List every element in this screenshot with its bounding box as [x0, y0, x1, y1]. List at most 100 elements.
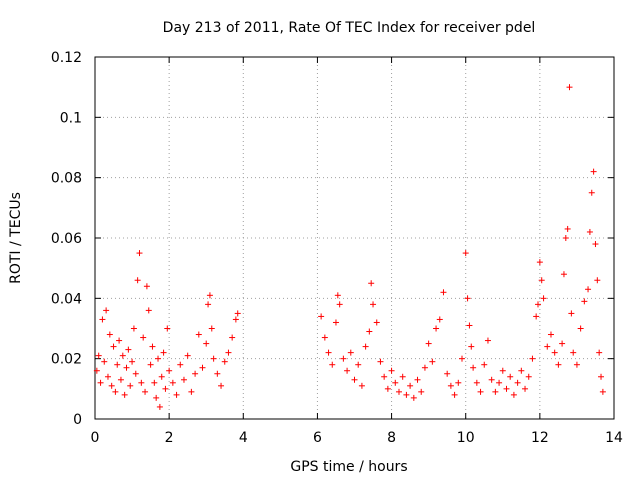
data-point — [455, 379, 462, 386]
y-tick-label: 0.08 — [51, 171, 82, 187]
data-point — [564, 225, 571, 232]
data-point — [581, 298, 588, 305]
data-point — [596, 349, 603, 356]
data-point — [488, 376, 495, 383]
data-point — [429, 358, 436, 365]
data-point — [594, 277, 601, 284]
data-point — [132, 370, 139, 377]
data-point — [510, 391, 517, 398]
data-point — [535, 301, 542, 308]
data-point — [507, 373, 514, 380]
data-point — [110, 343, 117, 350]
data-point — [384, 385, 391, 392]
data-point — [218, 382, 225, 389]
data-point — [164, 325, 171, 332]
data-point — [381, 373, 388, 380]
y-tick-label: 0.1 — [60, 110, 82, 126]
data-point — [195, 331, 202, 338]
data-point — [136, 250, 143, 257]
data-point — [444, 370, 451, 377]
data-point — [403, 391, 410, 398]
data-point — [225, 349, 232, 356]
data-point — [407, 382, 414, 389]
data-point — [203, 340, 210, 347]
data-point — [392, 379, 399, 386]
data-point — [470, 364, 477, 371]
data-point — [234, 310, 241, 317]
y-tick-label: 0.12 — [51, 50, 82, 66]
data-point — [116, 337, 123, 344]
data-point — [468, 343, 475, 350]
data-point — [177, 361, 184, 368]
data-point — [590, 168, 597, 175]
data-point — [547, 331, 554, 338]
data-point — [158, 373, 165, 380]
data-point — [377, 358, 384, 365]
data-point — [336, 301, 343, 308]
data-point — [410, 394, 417, 401]
data-point — [169, 379, 176, 386]
data-point — [358, 382, 365, 389]
data-point — [155, 355, 162, 362]
data-point — [101, 358, 108, 365]
data-point — [229, 334, 236, 341]
data-point — [199, 364, 206, 371]
data-point — [464, 295, 471, 302]
data-point — [112, 388, 119, 395]
data-point — [425, 340, 432, 347]
data-point — [421, 364, 428, 371]
data-point — [514, 379, 521, 386]
data-point — [104, 373, 111, 380]
data-points — [93, 84, 606, 410]
data-point — [538, 277, 545, 284]
x-tick-label: 14 — [605, 430, 623, 446]
data-point — [462, 250, 469, 257]
data-point — [129, 358, 136, 365]
data-point — [184, 352, 191, 359]
data-point — [127, 382, 134, 389]
x-tick-label: 10 — [457, 430, 475, 446]
data-point — [373, 319, 380, 326]
data-point — [103, 307, 110, 314]
data-point — [518, 367, 525, 374]
data-point — [562, 235, 569, 241]
data-point — [145, 307, 152, 314]
data-point — [414, 376, 421, 383]
data-point — [370, 301, 377, 308]
data-point — [351, 376, 358, 383]
x-axis-label: GPS time / hours — [290, 459, 407, 475]
x-tick-label: 6 — [313, 430, 322, 446]
data-point — [525, 373, 532, 380]
y-tick-label: 0.04 — [51, 291, 82, 307]
data-point — [440, 289, 447, 296]
data-point — [592, 241, 599, 248]
y-tick-label: 0 — [73, 412, 82, 428]
data-point — [555, 361, 562, 368]
data-point — [536, 259, 543, 266]
y-tick-label: 0.02 — [51, 352, 82, 368]
data-point — [143, 283, 150, 290]
data-point — [206, 292, 213, 299]
data-point — [585, 286, 592, 293]
data-point — [188, 388, 195, 395]
x-tick-label: 4 — [239, 430, 248, 446]
data-point — [318, 313, 325, 320]
data-point — [347, 349, 354, 356]
data-point — [119, 352, 126, 359]
data-point — [560, 271, 567, 278]
data-point — [125, 346, 132, 353]
data-point — [153, 394, 160, 401]
data-point — [573, 361, 580, 368]
data-point — [180, 376, 187, 383]
data-point — [329, 361, 336, 368]
data-point — [447, 382, 454, 389]
data-point — [366, 328, 373, 335]
data-point — [362, 343, 369, 350]
data-point — [340, 355, 347, 362]
x-tick-label: 8 — [387, 430, 396, 446]
data-point — [418, 388, 425, 395]
x-tick-label: 12 — [531, 430, 549, 446]
data-point — [221, 358, 228, 365]
